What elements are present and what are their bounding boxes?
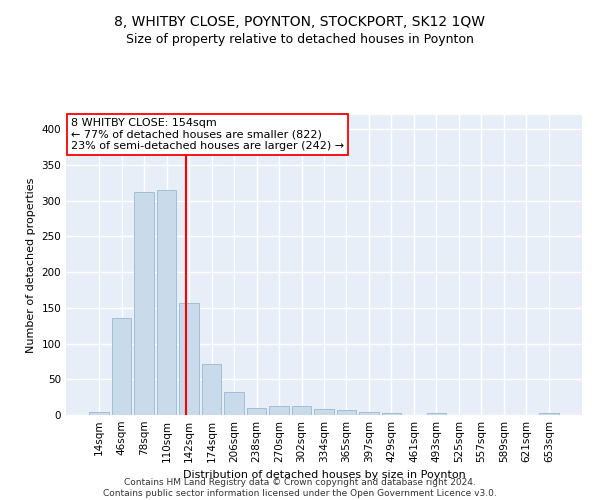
Bar [134, 192, 154, 415]
Bar [382, 413, 401, 415]
Bar [269, 406, 289, 415]
Text: 8 WHITBY CLOSE: 154sqm
← 77% of detached houses are smaller (822)
23% of semi-de: 8 WHITBY CLOSE: 154sqm ← 77% of detached… [71, 118, 344, 151]
Bar [89, 412, 109, 415]
Bar [179, 303, 199, 415]
Bar [112, 318, 131, 415]
Bar [157, 190, 176, 415]
X-axis label: Distribution of detached houses by size in Poynton: Distribution of detached houses by size … [182, 470, 466, 480]
Bar [314, 408, 334, 415]
Y-axis label: Number of detached properties: Number of detached properties [26, 178, 36, 352]
Text: Contains HM Land Registry data © Crown copyright and database right 2024.
Contai: Contains HM Land Registry data © Crown c… [103, 478, 497, 498]
Bar [337, 410, 356, 415]
Bar [292, 406, 311, 415]
Bar [427, 413, 446, 415]
Text: 8, WHITBY CLOSE, POYNTON, STOCKPORT, SK12 1QW: 8, WHITBY CLOSE, POYNTON, STOCKPORT, SK1… [115, 15, 485, 29]
Bar [202, 364, 221, 415]
Bar [359, 412, 379, 415]
Bar [539, 413, 559, 415]
Bar [224, 392, 244, 415]
Bar [247, 408, 266, 415]
Text: Size of property relative to detached houses in Poynton: Size of property relative to detached ho… [126, 32, 474, 46]
